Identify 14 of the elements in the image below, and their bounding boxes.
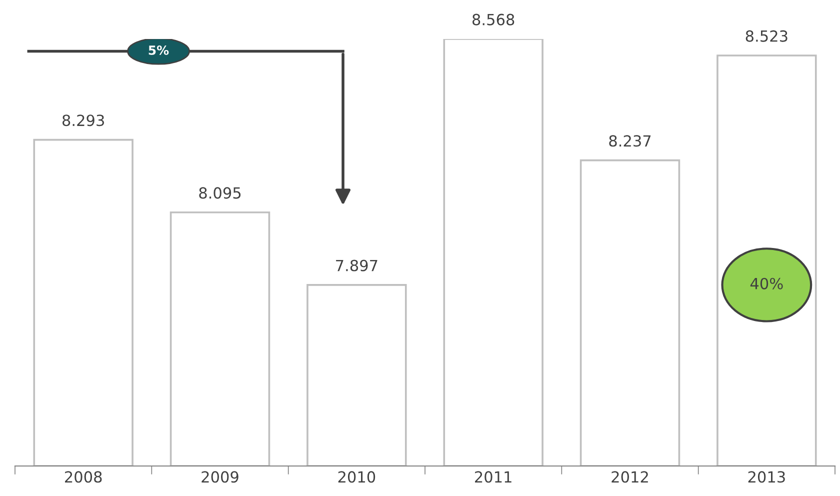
data-label: 8.095 <box>199 187 241 199</box>
x-tick-label: 2009 <box>202 471 238 483</box>
x-tick-label: 2010 <box>338 471 376 483</box>
x-tick-label: 2012 <box>612 471 648 483</box>
data-label: 7.897 <box>336 260 378 272</box>
data-label: 8.237 <box>609 135 651 147</box>
x-tick-label: 2008 <box>65 471 102 483</box>
x-tick-label: 2011 <box>475 471 512 483</box>
data-label: 8.568 <box>472 14 514 26</box>
x-tick-label: 2013 <box>748 471 785 483</box>
data-label: 8.523 <box>746 30 788 42</box>
annotation: 40% <box>750 278 783 290</box>
data-label: 8.293 <box>62 114 104 126</box>
annotation: 5% <box>148 45 169 55</box>
